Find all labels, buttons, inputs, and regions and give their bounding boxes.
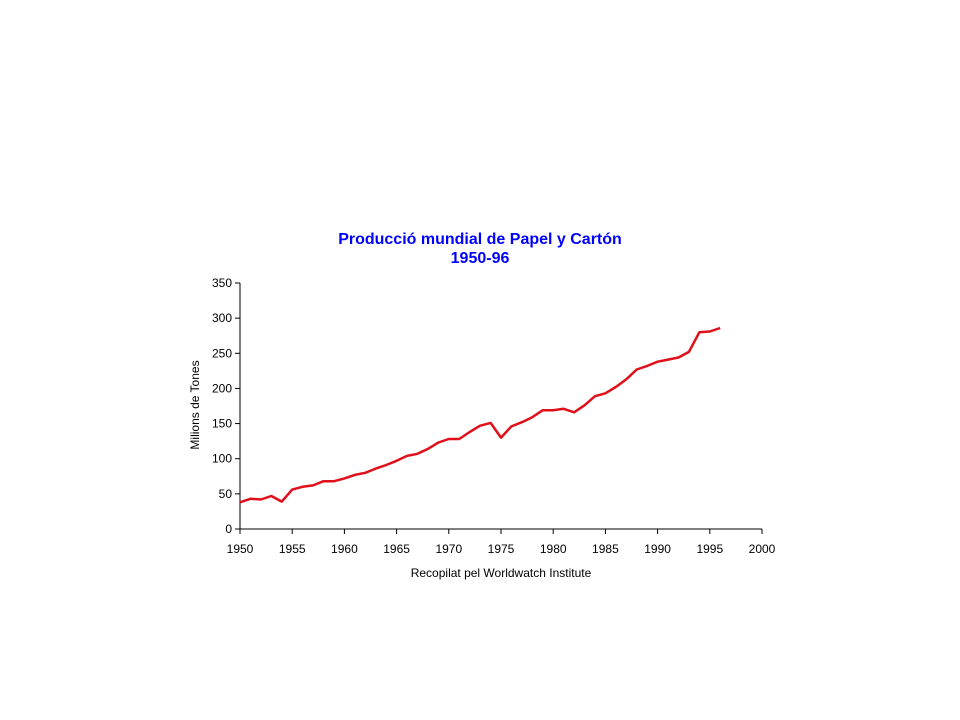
y-tick-label: 350 [212,276,232,290]
x-tick-label: 1985 [592,542,619,556]
y-tick-label: 300 [212,311,232,325]
y-tick-label: 250 [212,346,232,360]
x-axis-label: Recopilat pel Worldwatch Institute [411,566,592,580]
y-tick-label: 200 [212,381,232,395]
x-tick-label: 1990 [644,542,671,556]
y-axis-label: Milions de Tones [188,360,202,449]
x-tick-label: 1970 [435,542,462,556]
x-tick-label: 1975 [488,542,515,556]
series-line [239,326,721,504]
chart-title: Producció mundial de Papel y Cartón [338,231,622,248]
x-tick-label: 1955 [279,542,306,556]
y-axis-ticks: 0 50 100 150 200 250 300 350 [212,276,240,536]
x-tick-label: 1965 [383,542,410,556]
y-tick-label: 150 [212,417,232,431]
x-tick-label: 1995 [696,542,723,556]
y-tick-label: 100 [212,452,232,466]
x-tick-label: 1960 [331,542,358,556]
y-tick-label: 50 [219,487,233,501]
x-axis-ticks: 1950 1955 1960 1965 1970 1975 1980 1985 1990 1995… [227,529,776,556]
chart-subtitle: 1950-96 [451,250,510,267]
x-tick-label: 1980 [540,542,567,556]
x-tick-label: 1950 [227,542,254,556]
x-tick-label: 2000 [749,542,776,556]
y-tick-label: 0 [225,522,232,536]
